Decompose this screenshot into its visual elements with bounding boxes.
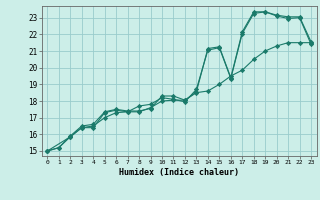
X-axis label: Humidex (Indice chaleur): Humidex (Indice chaleur) — [119, 168, 239, 177]
